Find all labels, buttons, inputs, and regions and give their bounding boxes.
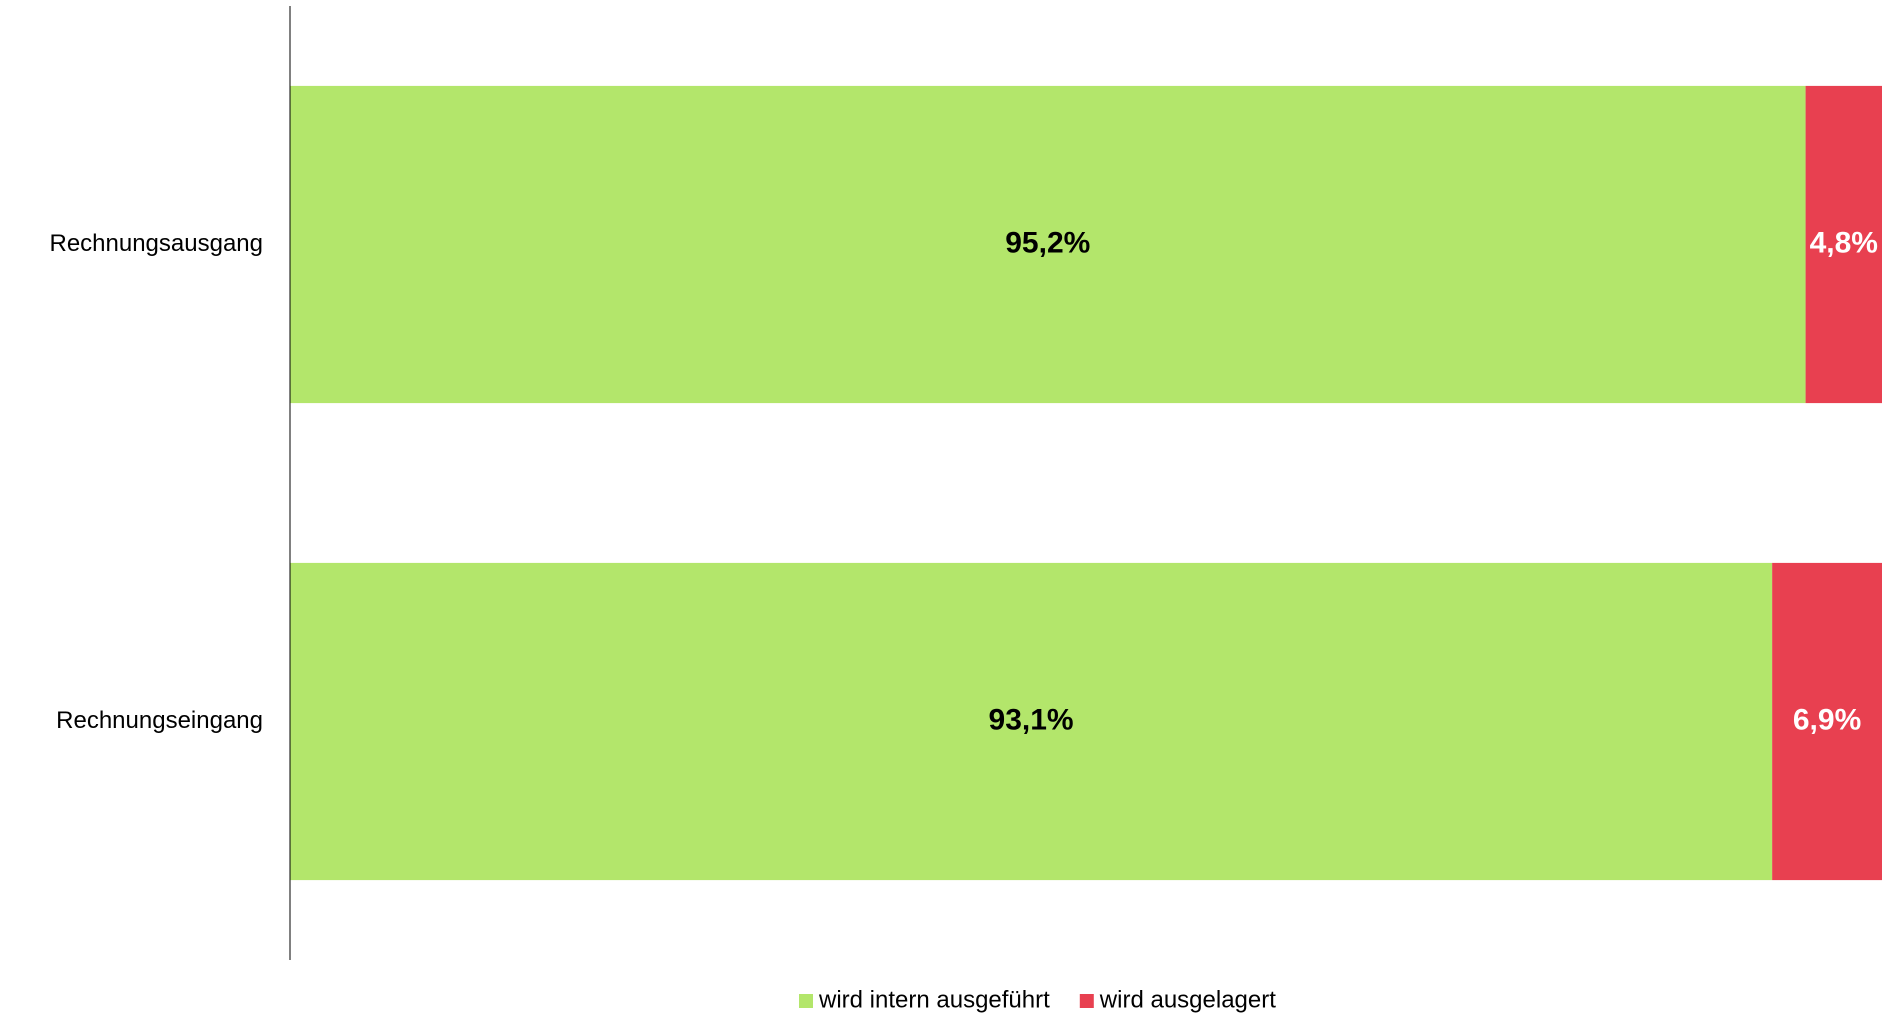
- legend-label: wird ausgelagert: [1099, 986, 1276, 1013]
- bar-segment: [1805, 85, 1882, 404]
- bar-segment: [290, 562, 1773, 881]
- legend-label: wird intern ausgeführt: [818, 986, 1050, 1013]
- bar-segment: [1772, 562, 1882, 881]
- legend-swatch: [1079, 994, 1094, 1008]
- data-label: 93,1%: [989, 703, 1074, 736]
- category-label: Rechnungsausgang: [49, 230, 263, 257]
- category-label: Rechnungseingang: [56, 707, 263, 734]
- data-label: 95,2%: [1005, 226, 1090, 259]
- legend-swatch: [799, 994, 813, 1008]
- data-label: 6,9%: [1793, 703, 1861, 736]
- data-label: 4,8%: [1810, 226, 1878, 259]
- bar-segment: [290, 85, 1806, 404]
